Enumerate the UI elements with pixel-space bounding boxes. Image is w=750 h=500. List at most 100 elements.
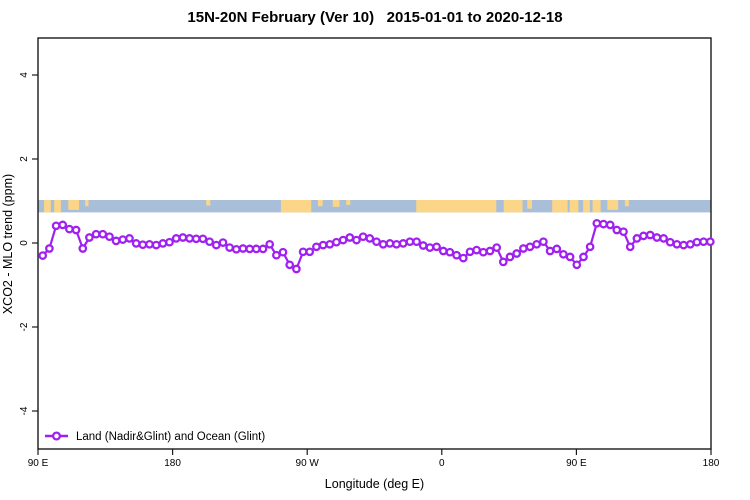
data-point xyxy=(425,243,435,252)
map-band-land xyxy=(552,200,568,213)
data-point xyxy=(605,220,615,230)
data-point xyxy=(652,233,662,242)
data-point xyxy=(672,239,682,249)
data-point xyxy=(238,244,248,253)
legend-label: Land (Nadir&Glint) and Ocean (Glint) xyxy=(76,431,265,443)
data-point xyxy=(65,224,74,234)
data-point xyxy=(625,242,635,252)
data-point xyxy=(145,239,154,249)
data-point xyxy=(458,253,468,263)
data-point xyxy=(325,239,335,249)
data-point xyxy=(685,239,695,249)
data-point xyxy=(505,252,515,262)
chart-title: 15N-20N February (Ver 10) 2015-01-01 to … xyxy=(187,9,563,26)
data-point xyxy=(225,243,234,252)
data-point xyxy=(405,237,415,247)
data-point xyxy=(485,246,495,256)
data-point xyxy=(465,247,475,257)
data-point xyxy=(372,237,381,247)
map-band-land xyxy=(85,200,89,207)
data-point xyxy=(498,257,508,267)
data-point xyxy=(105,232,114,242)
data-point xyxy=(178,233,188,242)
data-point xyxy=(532,239,542,249)
data-point xyxy=(565,252,575,262)
data-point xyxy=(438,246,448,256)
map-band-land xyxy=(527,200,532,209)
data-point xyxy=(705,237,715,247)
data-point xyxy=(38,251,48,260)
data-point xyxy=(258,244,268,254)
data-point xyxy=(392,239,401,249)
data-point xyxy=(231,244,241,254)
data-point xyxy=(251,244,261,254)
data-point xyxy=(218,238,228,247)
data-point xyxy=(378,239,388,249)
data-point xyxy=(265,239,275,249)
data-point xyxy=(318,240,328,250)
x-tick-label: 90 E xyxy=(28,458,49,469)
data-point xyxy=(278,247,288,257)
y-tick-label: 2 xyxy=(19,156,30,162)
data-point xyxy=(272,250,281,260)
y-tick-label: 0 xyxy=(19,240,30,246)
data-point xyxy=(545,246,555,256)
data-point xyxy=(412,237,421,247)
y-tick-label: -2 xyxy=(19,322,30,331)
x-tick-label: 180 xyxy=(703,458,720,469)
data-point xyxy=(619,227,628,237)
data-point xyxy=(579,252,588,262)
data-point xyxy=(151,240,161,250)
map-band-land xyxy=(346,200,351,205)
map-band-land xyxy=(54,200,61,213)
data-point xyxy=(385,239,395,248)
data-point xyxy=(358,232,368,242)
data-point xyxy=(305,247,315,257)
data-point xyxy=(572,260,582,270)
data-point xyxy=(612,225,622,235)
data-point xyxy=(138,240,148,250)
data-point xyxy=(51,221,61,231)
data-point xyxy=(198,234,208,244)
map-band-land xyxy=(624,200,629,207)
x-tick-label: 90 E xyxy=(566,458,587,469)
data-point xyxy=(338,235,348,245)
data-point xyxy=(98,229,108,239)
data-point xyxy=(665,237,675,247)
map-band-land xyxy=(44,200,51,213)
data-point xyxy=(559,249,568,259)
data-point xyxy=(185,234,194,243)
data-point xyxy=(332,237,341,247)
legend-marker-icon xyxy=(51,431,62,441)
x-tick-label: 0 xyxy=(439,458,445,469)
x-tick-label: 90 W xyxy=(296,458,320,469)
data-point xyxy=(519,244,528,253)
data-point xyxy=(45,244,54,253)
data-point xyxy=(659,234,668,243)
data-point xyxy=(365,234,375,243)
y-axis-title: XCO2 - MLO trend (ppm) xyxy=(1,174,15,314)
x-axis-title: Longitude (deg E) xyxy=(325,477,424,491)
data-point xyxy=(552,244,562,254)
data-point xyxy=(418,241,428,250)
data-point xyxy=(432,242,441,252)
data-point xyxy=(71,225,81,235)
data-point xyxy=(131,239,141,248)
data-point xyxy=(111,236,121,246)
data-point xyxy=(58,220,68,230)
data-point xyxy=(585,242,595,252)
map-band-land xyxy=(68,200,80,210)
data-point xyxy=(699,237,708,247)
data-point xyxy=(205,237,214,247)
data-point xyxy=(632,234,642,243)
data-point xyxy=(539,237,548,247)
data-point xyxy=(345,233,355,242)
data-point xyxy=(165,237,174,247)
map-band-land xyxy=(607,200,619,210)
map-band-land xyxy=(569,200,579,213)
data-point xyxy=(211,240,221,250)
data-point xyxy=(525,242,535,252)
x-tick-label: 180 xyxy=(164,458,181,469)
